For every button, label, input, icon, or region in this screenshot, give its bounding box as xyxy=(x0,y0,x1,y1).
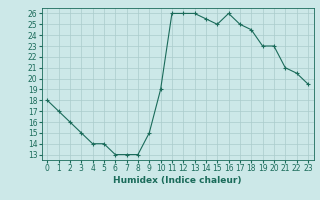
X-axis label: Humidex (Indice chaleur): Humidex (Indice chaleur) xyxy=(113,176,242,185)
